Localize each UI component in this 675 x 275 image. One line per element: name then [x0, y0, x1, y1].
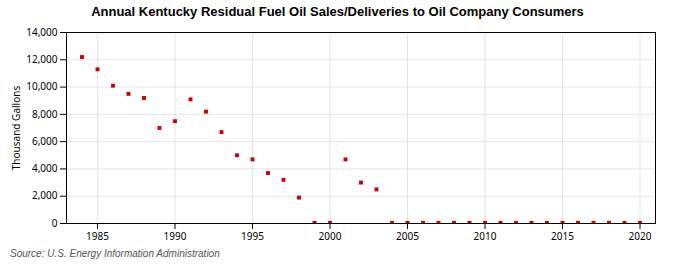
html-text:Annual Kentucky Residual Fuel: Annual Kentucky Residual Fuel Oil Sales/…: [91, 4, 584, 19]
svg-text:10,000: 10,000: [26, 79, 58, 93]
svg-text:14,000: 14,000: [26, 25, 58, 39]
svg-text:1990: 1990: [164, 229, 187, 243]
svg-text:1985: 1985: [86, 229, 109, 243]
html-text:Source: U.S. Energy Informatio: Source: U.S. Energy Information Administ…: [10, 248, 220, 259]
svg-text:2010: 2010: [474, 229, 497, 243]
svg-text:2,000: 2,000: [32, 188, 58, 202]
svg-text:2005: 2005: [396, 229, 419, 243]
svg-text:2000: 2000: [319, 229, 342, 243]
svg-text:0: 0: [52, 216, 58, 230]
svg-text:Thousand Gallons: Thousand Gallons: [9, 86, 23, 171]
svg-text:4,000: 4,000: [32, 161, 58, 175]
svg-text:2020: 2020: [629, 229, 652, 243]
svg-text:8,000: 8,000: [32, 107, 58, 121]
svg-text:1995: 1995: [241, 229, 264, 243]
svg-text:12,000: 12,000: [26, 52, 58, 66]
svg-text:2015: 2015: [551, 229, 574, 243]
svg-text:6,000: 6,000: [32, 134, 58, 148]
